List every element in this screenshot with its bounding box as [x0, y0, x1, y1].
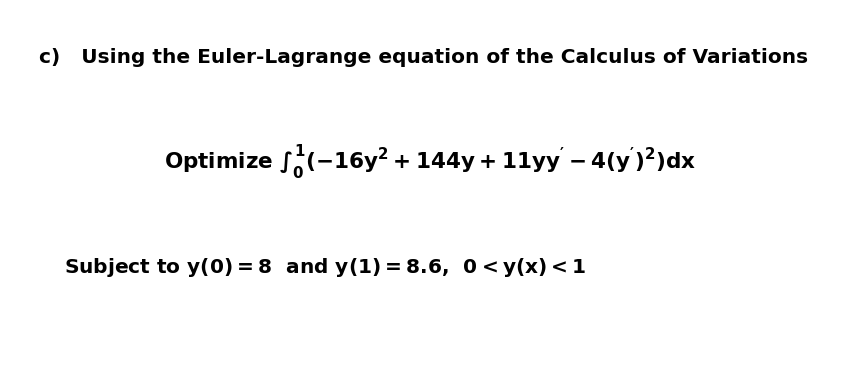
- Text: Subject to $y(0) = 8$  and $y(1) = 8.6$,  $0 < y(x) < 1$: Subject to $y(0) = 8$ and $y(1) = 8.6$, …: [64, 256, 587, 279]
- Text: Optimize $\int_0^1(-16y^2 + 144y + 11yy^{\prime} - 4(y^{\prime})^2)dx$: Optimize $\int_0^1(-16y^2 + 144y + 11yy^…: [163, 142, 697, 181]
- Text: c)   Using the Euler-Lagrange equation of the Calculus of Variations: c) Using the Euler-Lagrange equation of …: [39, 48, 808, 67]
